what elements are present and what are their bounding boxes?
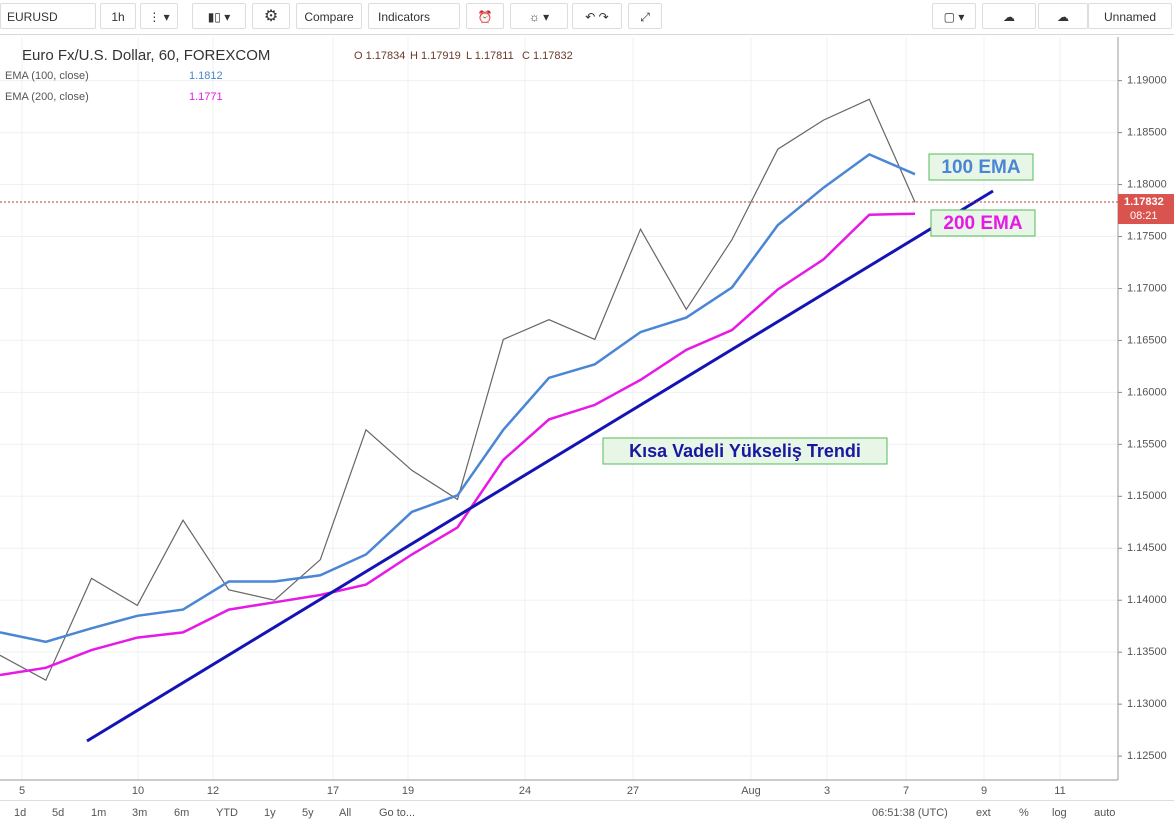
x-tick-label: 10	[132, 785, 144, 797]
layout-name[interactable]: Unnamed	[1088, 3, 1172, 29]
y-tick-label: 1.19000	[1127, 75, 1167, 87]
y-tick-label: 1.18500	[1127, 127, 1167, 139]
range-button[interactable]: 6m	[174, 807, 190, 819]
x-tick-label: 24	[519, 785, 531, 797]
goto[interactable]: Go to...	[379, 807, 416, 819]
ohlc: O 1.17834	[354, 50, 405, 62]
ohlc: H 1.17919	[410, 50, 461, 62]
y-tick-label: 1.17000	[1127, 282, 1167, 294]
y-tick-label: 1.16500	[1127, 334, 1167, 346]
y-tick-label: 1.12500	[1127, 750, 1167, 762]
load[interactable]: ☁	[982, 3, 1036, 29]
compare[interactable]: Compare	[296, 3, 362, 29]
annotation-box	[602, 437, 888, 465]
interval-menu[interactable]: ⋮ ▾	[140, 3, 178, 29]
toggle[interactable]: log	[1052, 807, 1067, 819]
x-tick-label: 19	[402, 785, 414, 797]
range-button[interactable]: 1y	[264, 807, 276, 819]
x-tick-label: 12	[207, 785, 219, 797]
toggle[interactable]: ext	[976, 807, 991, 819]
y-tick-label: 1.16000	[1127, 386, 1167, 398]
ema-line	[0, 212, 916, 677]
y-tick-label: 1.17500	[1127, 230, 1167, 242]
alert[interactable]: ⏰	[466, 3, 504, 29]
x-tick-label: 3	[824, 785, 830, 797]
x-tick-label: 11	[1054, 785, 1065, 797]
clock: 06:51:38 (UTC)	[872, 807, 948, 819]
bottom-bar: 1d 5d 1m 3m 6m YTD 1y 5y All Go to... 06:51:38 (UT…	[0, 800, 1174, 830]
study-name: EMA (100, close)	[5, 70, 89, 82]
x-tick-label: Aug	[741, 785, 761, 797]
toolbar: EURUSD 1h ⋮ ▾ ▮▯ ▾ ⚙ Compare Indicators …	[0, 0, 1174, 35]
annotation: 100 EMA	[941, 157, 1020, 178]
chart-style[interactable]: ▮▯ ▾	[192, 3, 246, 29]
range-button[interactable]: 5d	[52, 807, 65, 819]
symbol[interactable]: EURUSD	[0, 3, 96, 29]
x-tick-label: 5	[19, 785, 25, 797]
ohlc: L 1.17811	[466, 50, 514, 62]
y-tick-label: 1.14000	[1127, 594, 1167, 606]
y-tick-label: 1.18000	[1127, 178, 1167, 190]
annotation-box	[930, 209, 1036, 237]
ideas[interactable]: ☼ ▾	[510, 3, 568, 29]
save[interactable]: ☁	[1038, 3, 1088, 29]
range-button[interactable]: 1m	[91, 807, 107, 819]
interval[interactable]: 1h	[100, 3, 136, 29]
range-button[interactable]: 5y	[302, 807, 314, 819]
x-tick-label: 7	[903, 785, 909, 797]
range-button[interactable]: 1d	[14, 807, 27, 819]
annotation: Kısa Vadeli Yükseliş Trendi	[629, 441, 861, 461]
indicators[interactable]: Indicators	[368, 3, 460, 29]
toggle[interactable]: %	[1019, 807, 1029, 819]
undo-redo[interactable]: ↶ ↷	[572, 3, 622, 29]
price-label: 1.17832	[1124, 196, 1164, 208]
toggle[interactable]: auto	[1094, 807, 1116, 819]
study-name: EMA (200, close)	[5, 91, 89, 103]
study-value: 1.1812	[189, 70, 223, 82]
fullscreen[interactable]: ⤢	[628, 3, 662, 29]
x-tick-label: 9	[981, 785, 987, 797]
y-tick-label: 1.13000	[1127, 698, 1167, 710]
range-button[interactable]: 3m	[132, 807, 148, 819]
x-tick-label: 27	[627, 785, 639, 797]
y-tick-label: 1.15000	[1127, 490, 1167, 502]
study-value: 1.1771	[189, 91, 223, 103]
price-line	[0, 98, 916, 682]
range-button[interactable]: All	[339, 807, 352, 819]
price-badge	[1118, 194, 1174, 225]
range-button[interactable]: YTD	[216, 807, 238, 819]
x-tick-label: 17	[327, 785, 339, 797]
settings[interactable]: ⚙	[252, 3, 290, 29]
chart: 5 10 12 17 19 24 27 Aug 3 7 9 11 1.19000 1.18500 1.180…	[0, 37, 1174, 797]
trendline	[86, 189, 994, 743]
legend-title: Euro Fx/U.S. Dollar, 60, FOREXCOM	[22, 47, 270, 64]
y-tick-label: 1.15500	[1127, 438, 1167, 450]
ohlc: C 1.17832	[522, 50, 573, 62]
countdown: 08:21	[1130, 210, 1158, 222]
annotation-box	[928, 153, 1034, 181]
y-tick-label: 1.13500	[1127, 646, 1167, 658]
layout-box[interactable]: ▢ ▾	[932, 3, 976, 29]
annotation: 200 EMA	[943, 213, 1022, 234]
y-tick-label: 1.14500	[1127, 542, 1167, 554]
ema-line	[0, 152, 916, 644]
